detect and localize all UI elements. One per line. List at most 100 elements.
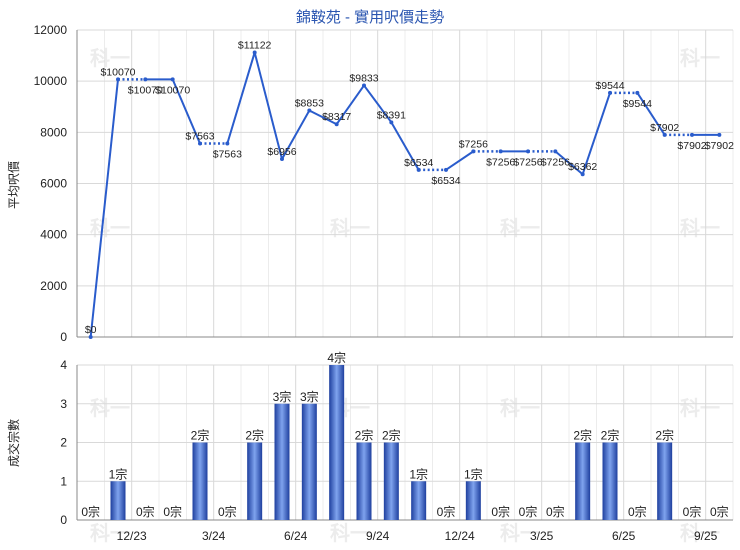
- count-bar-21: [657, 442, 673, 520]
- price-label-5: $7563: [213, 149, 242, 161]
- count-bar-label-13: 0宗: [437, 504, 456, 519]
- count-bar-label-18: 2宗: [573, 428, 592, 443]
- price-point-18: [580, 172, 585, 177]
- x-tick-2: 6/24: [284, 529, 308, 543]
- count-bar-label-21: 2宗: [655, 428, 674, 443]
- price-segment-1: [89, 79, 119, 338]
- price-tick-6: 12000: [34, 23, 68, 37]
- price-segment-7: [253, 52, 283, 160]
- price-tick-4: 8000: [40, 125, 67, 139]
- price-label-21: $7902: [650, 122, 679, 134]
- count-bar-12: [411, 481, 427, 520]
- price-segment-8: [281, 110, 311, 160]
- price-axis-label: 平均呎價: [7, 161, 21, 209]
- x-tick-7: 9/25: [694, 529, 718, 543]
- count-bar-8: [301, 403, 317, 520]
- price-label-16: $7256: [513, 156, 542, 168]
- price-point-2: [143, 77, 148, 82]
- price-label-14: $7256: [459, 138, 488, 150]
- count-bar-label-16: 0宗: [519, 504, 538, 519]
- count-bar-9: [329, 365, 345, 520]
- count-bar-11: [383, 442, 399, 520]
- watermark-1: 科一: [330, 216, 370, 240]
- watermark-10: 科一: [90, 521, 130, 545]
- count-bars: [110, 365, 673, 520]
- watermark-2: 科一: [500, 216, 540, 240]
- price-label-7: $6956: [267, 146, 296, 158]
- count-bar-label-19: 2宗: [601, 428, 620, 443]
- count-bar-14: [465, 481, 481, 520]
- price-chart-grid: 0 2000 4000 6000 8000 10000 12000: [34, 23, 734, 344]
- price-point-1: [116, 77, 120, 82]
- count-bar-label-7: 3宗: [273, 389, 292, 404]
- price-label-8: $8853: [295, 98, 324, 110]
- price-label-9: $8317: [322, 111, 351, 123]
- count-bar-label-23: 0宗: [710, 504, 729, 519]
- price-point-3: [170, 77, 175, 82]
- price-point-22: [690, 132, 694, 137]
- price-point-6: [252, 50, 257, 55]
- price-segment-4: [171, 78, 201, 144]
- count-bar-label-6: 2宗: [245, 428, 264, 443]
- price-tick-0: 0: [60, 330, 67, 344]
- price-label-15: $7256: [486, 156, 515, 168]
- price-point-16: [526, 149, 530, 154]
- price-segment-9: [308, 109, 338, 126]
- count-bar-19: [602, 442, 618, 520]
- count-bar-label-3: 0宗: [163, 504, 182, 519]
- price-point-23: [717, 132, 722, 137]
- count-bar-18: [575, 442, 591, 520]
- price-segment-11: [363, 84, 393, 123]
- price-segment-12: [390, 121, 420, 171]
- watermark-11: 科一: [330, 521, 370, 545]
- price-tick-3: 6000: [40, 177, 67, 191]
- count-tick-4: 4: [60, 358, 67, 372]
- x-tick-5: 3/25: [530, 529, 554, 543]
- x-tick-0: 12/23: [117, 529, 147, 543]
- count-tick-0: 0: [60, 513, 67, 527]
- price-line: [88, 50, 722, 339]
- price-point-4: [198, 141, 202, 146]
- price-segment-18: [554, 150, 584, 176]
- count-bar-label-5: 0宗: [218, 504, 237, 519]
- count-tick-1: 1: [60, 474, 67, 488]
- price-tick-5: 10000: [34, 74, 68, 88]
- price-label-10: $9833: [349, 72, 378, 84]
- price-point-9: [334, 122, 339, 127]
- price-label-23: $7902: [705, 140, 734, 152]
- count-bar-label-10: 2宗: [355, 428, 374, 443]
- price-label-19: $9544: [595, 80, 624, 92]
- price-label-3: $10070: [155, 84, 190, 96]
- price-point-17: [553, 149, 558, 154]
- price-point-21: [662, 132, 667, 137]
- price-label-18: $6362: [568, 161, 597, 173]
- count-bar-label-12: 1宗: [409, 466, 428, 481]
- price-point-5: [225, 141, 230, 146]
- price-tick-1: 2000: [40, 279, 67, 293]
- price-label-1: $10070: [100, 66, 135, 78]
- price-label-12: $6534: [404, 157, 433, 169]
- watermark-13: 科一: [680, 521, 720, 545]
- count-bar-10: [356, 442, 372, 520]
- watermark-3: 科一: [680, 216, 720, 240]
- price-label-6: $11122: [238, 39, 272, 51]
- count-tick-2: 2: [60, 436, 67, 450]
- watermark-8: 科一: [500, 396, 540, 420]
- watermark-6: 科一: [90, 396, 130, 420]
- price-segment-14: [445, 150, 474, 171]
- price-label-20: $9544: [623, 98, 652, 110]
- price-label-22: $7902: [677, 140, 706, 152]
- price-point-19: [608, 90, 612, 95]
- price-point-12: [416, 167, 421, 172]
- price-label-4: $7563: [185, 131, 214, 143]
- price-point-11: [389, 120, 394, 125]
- count-bar-7: [274, 403, 290, 520]
- price-label-0: $0: [85, 324, 97, 336]
- count-bar-label-0: 0宗: [81, 504, 100, 519]
- count-bar-6: [247, 442, 263, 520]
- price-segment-10: [335, 84, 365, 125]
- count-bar-label-22: 0宗: [683, 504, 702, 519]
- count-bar-label-8: 3宗: [300, 389, 319, 404]
- price-label-13: $6534: [431, 175, 460, 187]
